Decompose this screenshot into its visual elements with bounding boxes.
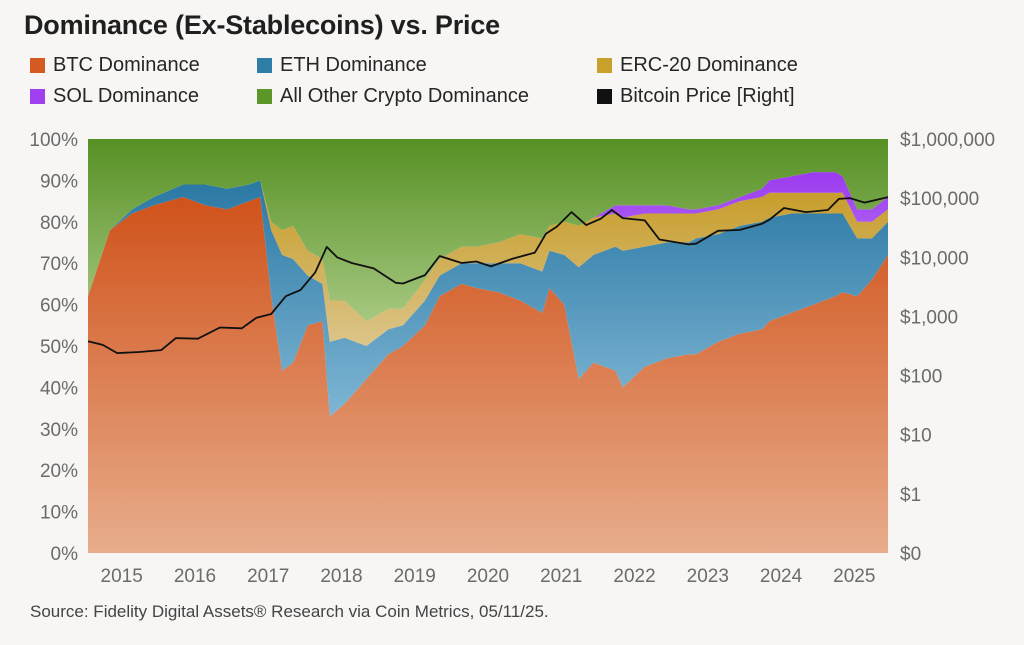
y-left-tick-label: 80% bbox=[40, 213, 78, 234]
y-right-tick-label: $1 bbox=[900, 485, 921, 506]
source-note: Source: Fidelity Digital Assets® Researc… bbox=[30, 602, 549, 621]
legend-swatch-btc bbox=[30, 58, 45, 73]
y-right-tick-label: $10 bbox=[900, 426, 932, 447]
legend-label-btc: BTC Dominance bbox=[53, 54, 200, 76]
price-line-group bbox=[87, 196, 889, 354]
legend-swatch-btc-price bbox=[597, 89, 612, 104]
x-tick-label: 2017 bbox=[247, 566, 289, 587]
y-right-tick-label: $1,000,000 bbox=[900, 130, 995, 151]
x-tick-label: 2020 bbox=[467, 566, 509, 587]
x-tick-label: 2016 bbox=[174, 566, 216, 587]
x-tick-label: 2024 bbox=[760, 566, 803, 587]
chart: 0% 10% 20% 30% 40% 50% 60% 70% 80% 90% 100% $0 $1 $1… bbox=[29, 130, 995, 587]
legend-item-erc20: ERC-20 Dominance bbox=[597, 54, 798, 77]
legend: BTC Dominance ETH Dominance ERC-20 Domin… bbox=[24, 54, 1014, 118]
x-tick-label: 2018 bbox=[320, 566, 362, 587]
legend-swatch-sol bbox=[30, 89, 45, 104]
x-tick-label: 2021 bbox=[540, 566, 582, 587]
y-right-axis: $0 $1 $10 $100 $1,000 $10,000 $100,000 $1,000,0… bbox=[900, 130, 995, 565]
legend-swatch-eth bbox=[257, 58, 272, 73]
area-eth-dominance bbox=[88, 180, 888, 417]
area-series-group bbox=[88, 139, 888, 553]
chart-title: Dominance (Ex-Stablecoins) vs. Price bbox=[24, 10, 500, 40]
y-right-tick-label: $10,000 bbox=[900, 248, 969, 269]
y-left-axis: 0% 10% 20% 30% 40% 50% 60% 70% 80% 90% 100% bbox=[29, 130, 78, 565]
legend-label-eth: ETH Dominance bbox=[280, 54, 427, 76]
y-left-tick-label: 30% bbox=[40, 420, 78, 441]
bitcoin-price-line bbox=[87, 196, 889, 354]
area-btc-dominance bbox=[88, 197, 888, 553]
y-left-tick-label: 10% bbox=[40, 503, 78, 524]
y-left-tick-label: 0% bbox=[51, 544, 79, 565]
x-tick-label: 2015 bbox=[101, 566, 143, 587]
area-sol-dominance bbox=[88, 172, 888, 322]
y-right-tick-label: $0 bbox=[900, 544, 921, 565]
y-left-tick-label: 90% bbox=[40, 171, 78, 192]
legend-label-erc20: ERC-20 Dominance bbox=[620, 54, 798, 76]
x-tick-label: 2023 bbox=[687, 566, 729, 587]
y-left-tick-label: 50% bbox=[40, 337, 78, 358]
legend-item-eth: ETH Dominance bbox=[257, 54, 427, 77]
y-left-tick-label: 70% bbox=[40, 254, 78, 275]
y-left-tick-label: 100% bbox=[29, 130, 78, 151]
x-tick-label: 2025 bbox=[833, 566, 875, 587]
x-tick-label: 2022 bbox=[613, 566, 655, 587]
legend-swatch-other bbox=[257, 89, 272, 104]
y-right-tick-label: $100 bbox=[900, 367, 942, 388]
legend-label-other: All Other Crypto Dominance bbox=[280, 85, 529, 107]
legend-item-btc-price: Bitcoin Price [Right] bbox=[597, 85, 795, 108]
x-tick-label: 2019 bbox=[394, 566, 436, 587]
y-right-tick-label: $100,000 bbox=[900, 189, 979, 210]
y-left-tick-label: 20% bbox=[40, 461, 78, 482]
legend-label-sol: SOL Dominance bbox=[53, 85, 199, 107]
legend-swatch-erc20 bbox=[597, 58, 612, 73]
y-left-tick-label: 40% bbox=[40, 378, 78, 399]
legend-item-other: All Other Crypto Dominance bbox=[257, 85, 529, 108]
x-axis: 2015 2016 2017 2018 2019 2020 2021 2022 2023 2024… bbox=[101, 566, 876, 587]
y-right-tick-label: $1,000 bbox=[900, 307, 958, 328]
legend-item-btc: BTC Dominance bbox=[30, 54, 200, 77]
legend-label-btc-price: Bitcoin Price [Right] bbox=[620, 85, 795, 107]
area-other-crypto-dominance bbox=[88, 139, 888, 322]
y-left-tick-label: 60% bbox=[40, 296, 78, 317]
legend-item-sol: SOL Dominance bbox=[30, 85, 199, 108]
